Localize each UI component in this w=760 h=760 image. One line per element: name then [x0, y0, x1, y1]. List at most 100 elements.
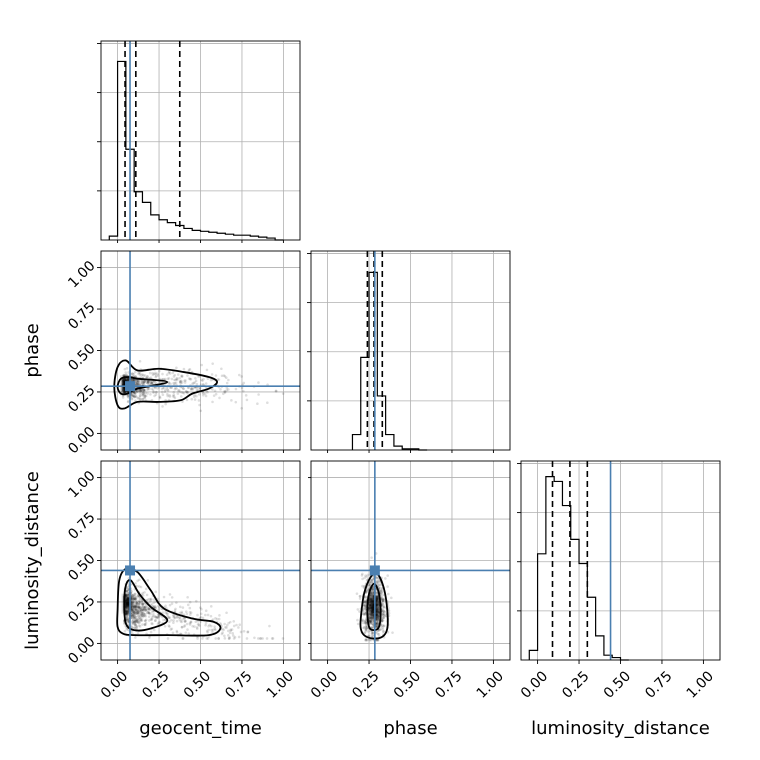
sample-dot [369, 604, 373, 608]
sample-dot [143, 380, 147, 383]
sample-dot [368, 607, 371, 610]
sample-dot [133, 605, 136, 608]
sample-dot [369, 609, 372, 613]
sample-dot [125, 605, 128, 609]
sample-dot [127, 612, 130, 616]
sample-dot [375, 613, 378, 616]
sample-dot [122, 387, 126, 391]
sample-dot [125, 613, 129, 617]
sample-dot [188, 377, 192, 381]
sample-dot [363, 601, 366, 604]
sample-dot [234, 387, 238, 391]
sample-dot [186, 595, 189, 599]
sample-dot [140, 373, 143, 377]
sample-dot [122, 390, 126, 393]
sample-dot [130, 614, 134, 618]
sample-dot [133, 620, 137, 624]
sample-dot [137, 611, 141, 614]
sample-dot [141, 391, 145, 394]
sample-dot [146, 605, 149, 609]
sample-dot [142, 611, 145, 615]
sample-dot [189, 620, 193, 624]
sample-dot [166, 614, 169, 618]
sample-dot [377, 613, 381, 617]
sample-dot [133, 608, 137, 611]
sample-dot [136, 396, 140, 400]
sample-dot [221, 392, 225, 396]
sample-dot [370, 617, 374, 621]
histogram-phase [351, 271, 428, 451]
sample-dot [184, 610, 188, 614]
sample-dot [125, 378, 129, 381]
sample-dot [184, 619, 187, 623]
sample-dot [370, 603, 373, 606]
sample-dot [143, 591, 146, 594]
sample-dot [139, 389, 143, 393]
sample-dot [223, 622, 226, 626]
sample-dot [131, 621, 135, 624]
sample-dot [371, 599, 375, 602]
sample-dot [132, 605, 136, 609]
sample-dot [368, 617, 372, 620]
sample-dot [143, 619, 147, 623]
sample-dot [137, 605, 140, 609]
sample-dot [377, 603, 380, 606]
sample-dot [130, 613, 133, 617]
sample-dot [131, 378, 135, 382]
sample-dot [135, 603, 139, 606]
sample-dot [131, 601, 134, 605]
sample-dot [199, 612, 203, 616]
sample-dot [371, 595, 374, 599]
sample-dot [381, 611, 385, 614]
sample-dot [125, 610, 129, 614]
sample-dot [375, 621, 379, 625]
sample-dot [246, 630, 250, 634]
sample-dot [204, 609, 208, 613]
sample-dot [193, 398, 197, 401]
sample-dot [372, 612, 375, 615]
sample-dot [370, 610, 374, 613]
sample-dot [180, 374, 183, 378]
sample-dot [124, 606, 128, 609]
sample-dot [361, 577, 364, 581]
sample-dot [142, 392, 146, 396]
sample-dot [140, 611, 144, 615]
sample-dot [147, 607, 151, 610]
y-tick-label: 0.25 [65, 592, 98, 625]
sample-dot [166, 388, 169, 391]
sample-dot [132, 378, 136, 382]
sample-dot [188, 623, 192, 626]
sample-dot [375, 596, 379, 599]
sample-dot [139, 614, 143, 618]
sample-dot [268, 624, 271, 628]
sample-dot [126, 598, 130, 602]
sample-dot [139, 607, 143, 611]
sample-dot [369, 599, 372, 602]
sample-dot [232, 637, 236, 640]
sample-dot [364, 622, 368, 626]
sample-dot [369, 612, 373, 616]
sample-dot [124, 379, 127, 382]
sample-dot [132, 390, 136, 394]
sample-dot [137, 606, 140, 610]
sample-dot [364, 603, 367, 607]
sample-dot [199, 409, 203, 413]
sample-dot [138, 624, 141, 627]
sample-dot [126, 611, 129, 614]
sample-dot [142, 612, 146, 616]
sample-dot [253, 636, 256, 640]
sample-dot [366, 590, 369, 593]
sample-dot [124, 593, 128, 597]
sample-dot [154, 619, 157, 622]
sample-dot [156, 374, 160, 377]
sample-dot [134, 618, 137, 621]
sample-dot [157, 608, 161, 611]
sample-dot [387, 609, 391, 613]
sample-dot [370, 606, 374, 609]
sample-dot [133, 606, 136, 609]
sample-dot [375, 603, 379, 607]
sample-dot [193, 381, 197, 384]
sample-dot [123, 377, 127, 381]
sample-dot [169, 382, 172, 386]
sample-dot [130, 393, 134, 397]
